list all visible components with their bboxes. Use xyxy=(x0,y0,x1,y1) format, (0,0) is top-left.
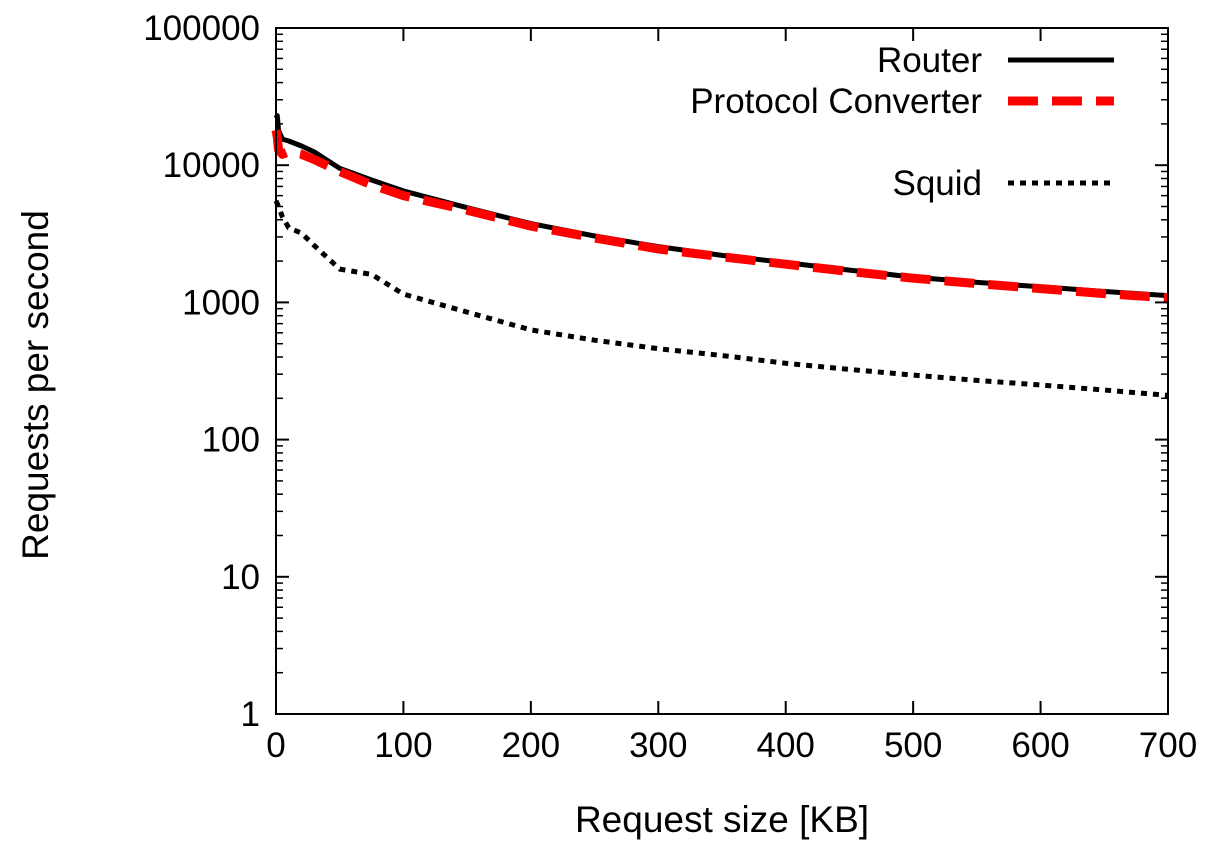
x-tick-label: 300 xyxy=(629,726,687,765)
x-tick-label: 100 xyxy=(374,726,432,765)
x-tick-label: 500 xyxy=(884,726,942,765)
legend-label: Router xyxy=(877,41,982,80)
y-tick-label: 1 xyxy=(241,695,260,734)
ticks-layer: 0 100 200 300 400 500 600 700 1 10 100 1000 10000 100… xyxy=(143,9,1197,765)
x-axis-title: Request size [KB] xyxy=(575,799,869,840)
y-tick-label: 1000 xyxy=(182,283,260,322)
y-tick-label: 100000 xyxy=(143,9,260,48)
y-tick-label: 10 xyxy=(221,558,260,597)
series-layer xyxy=(271,113,1169,398)
legend-label: Protocol Converter xyxy=(690,82,982,121)
y-axis-title: Requests per second xyxy=(15,210,56,560)
x-tick-label: 0 xyxy=(266,726,285,765)
y-tick-label: 100 xyxy=(202,421,260,460)
x-tick-label: 200 xyxy=(502,726,560,765)
legend-label: Squid xyxy=(892,164,982,203)
x-tick-label: 600 xyxy=(1011,726,1069,765)
plot-frame xyxy=(275,27,1169,715)
series-line-squid xyxy=(273,199,1169,398)
series-line-protocol-converter xyxy=(271,129,1169,303)
y-tick-label: 10000 xyxy=(163,146,260,185)
x-tick-label: 400 xyxy=(757,726,815,765)
x-tick-label: 700 xyxy=(1139,726,1197,765)
series-line-router xyxy=(273,113,1169,299)
